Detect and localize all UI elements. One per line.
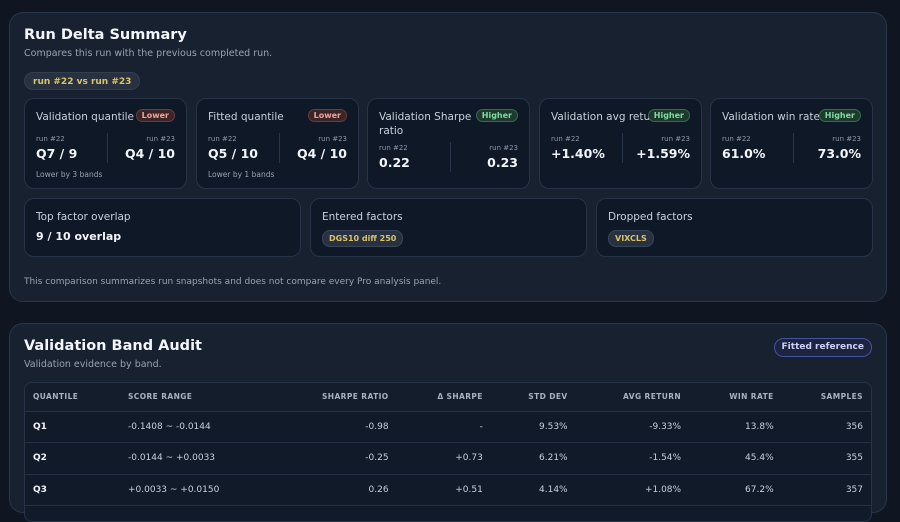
metric-title: Validation win rate	[722, 111, 821, 123]
metric-title: Validation quantile	[36, 111, 135, 123]
overlap-value: 9 / 10 overlap	[36, 230, 122, 243]
cell-std-dev: 4.14%	[490, 474, 576, 506]
validation-avg-return-card: Validation avg return Higher run #22 run…	[539, 98, 702, 189]
curr-value: Q4 / 10	[125, 146, 175, 161]
higher-badge: Higher	[818, 109, 861, 122]
top-factor-overlap-card: Top factor overlap 9 / 10 overlap	[24, 198, 301, 257]
higher-badge: Higher	[475, 109, 518, 122]
curr-run-label: run #23	[661, 135, 690, 143]
divider	[793, 133, 794, 163]
run-delta-summary-panel: Run Delta Summary Compares this run with…	[9, 12, 887, 302]
fitted-reference-chip[interactable]: Fitted reference	[773, 338, 872, 357]
table-row: Q2 -0.0144 ~ +0.0033 -0.25 +0.73 6.21% -…	[25, 442, 871, 475]
cell-win-rate: 13.8%	[689, 411, 782, 443]
prev-value: Q5 / 10	[208, 146, 258, 161]
table-row: Q1 -0.1408 ~ -0.0144 -0.98 - 9.53% -9.33…	[25, 411, 871, 443]
table-row: Q3 +0.0033 ~ +0.0150 0.26 +0.51 4.14% +1…	[25, 474, 871, 506]
col-quantile: QUANTILE	[25, 383, 120, 412]
prev-value: Q7 / 9	[36, 146, 78, 161]
metric-note: Lower by 3 bands	[36, 170, 103, 179]
cell-score-range: +0.0033 ~ +0.0150	[120, 474, 270, 506]
lower-badge: Lower	[307, 109, 347, 122]
entered-factor-chip: DGS10 diff 250	[322, 230, 404, 247]
cell-quantile: Q3	[25, 474, 120, 506]
entered-title: Entered factors	[322, 211, 403, 223]
metric-title: Fitted quantile	[208, 111, 284, 123]
curr-run-label: run #23	[146, 135, 175, 143]
higher-badge: Higher	[647, 109, 690, 122]
col-avg-return: AVG RETURN	[575, 383, 690, 412]
cell-quantile: Q1	[25, 411, 120, 443]
cell-std-dev: 9.53%	[490, 411, 576, 443]
validation-band-audit-panel: Validation Band Audit Validation evidenc…	[9, 323, 887, 522]
prev-run-label: run #22	[722, 135, 751, 143]
audit-subtitle: Validation evidence by band.	[24, 359, 162, 370]
cell-score-range: -0.1408 ~ -0.0144	[120, 411, 270, 443]
metric-title: Validation Sharpe ratio	[379, 111, 472, 137]
prev-value: +1.40%	[551, 146, 605, 161]
cell-sharpe: 0.26	[270, 474, 397, 506]
col-delta-sharpe: Δ SHARPE	[396, 383, 491, 412]
divider	[622, 133, 623, 163]
cell-delta-sharpe: +0.51	[396, 474, 491, 506]
col-sharpe-ratio: SHARPE RATIO	[270, 383, 397, 412]
col-score-range: SCORE RANGE	[120, 383, 270, 412]
prev-run-label: run #22	[36, 135, 65, 143]
cell-quantile: Q2	[25, 442, 120, 475]
band-audit-table: QUANTILE SCORE RANGE SHARPE RATIO Δ SHAR…	[24, 382, 872, 522]
prev-value: 0.22	[379, 155, 410, 170]
cell-avg-return: -9.33%	[575, 411, 690, 443]
cell-delta-sharpe: +0.73	[396, 442, 491, 475]
cell-avg-return: -1.54%	[575, 442, 690, 475]
overlap-title: Top factor overlap	[36, 211, 131, 223]
divider	[279, 133, 280, 163]
dropped-factors-card: Dropped factors VIXCLS	[596, 198, 873, 257]
run-delta-subtitle: Compares this run with the previous comp…	[24, 48, 273, 59]
comparison-footnote: This comparison summarizes run snapshots…	[24, 277, 442, 287]
curr-run-label: run #23	[318, 135, 347, 143]
curr-value: 73.0%	[817, 146, 861, 161]
cell-samples: 357	[781, 474, 871, 506]
prev-run-label: run #22	[551, 135, 580, 143]
prev-run-label: run #22	[208, 135, 237, 143]
curr-run-label: run #23	[832, 135, 861, 143]
col-samples: SAMPLES	[781, 383, 871, 412]
entered-factors-card: Entered factors DGS10 diff 250	[310, 198, 587, 257]
cell-win-rate: 45.4%	[689, 442, 782, 475]
metric-note: Lower by 1 bands	[208, 170, 275, 179]
cell-win-rate: 67.2%	[689, 474, 782, 506]
fitted-quantile-card: Fitted quantile Lower run #22 run #23 Q5…	[196, 98, 359, 189]
divider	[450, 142, 451, 172]
cell-std-dev: 6.21%	[490, 442, 576, 475]
table-header-row: QUANTILE SCORE RANGE SHARPE RATIO Δ SHAR…	[25, 383, 871, 412]
curr-value: 0.23	[487, 155, 518, 170]
divider	[107, 133, 108, 163]
curr-value: Q4 / 10	[297, 146, 347, 161]
prev-run-label: run #22	[379, 144, 408, 152]
cell-score-range: -0.0144 ~ +0.0033	[120, 442, 270, 475]
curr-value: +1.59%	[636, 146, 690, 161]
validation-quantile-card: Validation quantile Lower run #22 run #2…	[24, 98, 187, 189]
cell-avg-return: +1.08%	[575, 474, 690, 506]
cell-samples: 355	[781, 442, 871, 475]
run-delta-title: Run Delta Summary	[24, 27, 187, 43]
prev-value: 61.0%	[722, 146, 766, 161]
validation-win-rate-card: Validation win rate Higher run #22 run #…	[710, 98, 873, 189]
cell-samples: 356	[781, 411, 871, 443]
metric-title: Validation avg return	[551, 111, 661, 123]
lower-badge: Lower	[135, 109, 175, 122]
audit-title: Validation Band Audit	[24, 338, 202, 354]
col-win-rate: WIN RATE	[689, 383, 782, 412]
curr-run-label: run #23	[489, 144, 518, 152]
validation-sharpe-card: Validation Sharpe ratio Higher run #22 r…	[367, 98, 530, 189]
col-std-dev: STD DEV	[490, 383, 576, 412]
dropped-factor-chip: VIXCLS	[608, 230, 654, 247]
cell-delta-sharpe: -	[396, 411, 491, 443]
run-comparison-chip: run #22 vs run #23	[24, 72, 141, 90]
cell-sharpe: -0.98	[270, 411, 397, 443]
dropped-title: Dropped factors	[608, 211, 693, 223]
cell-sharpe: -0.25	[270, 442, 397, 475]
